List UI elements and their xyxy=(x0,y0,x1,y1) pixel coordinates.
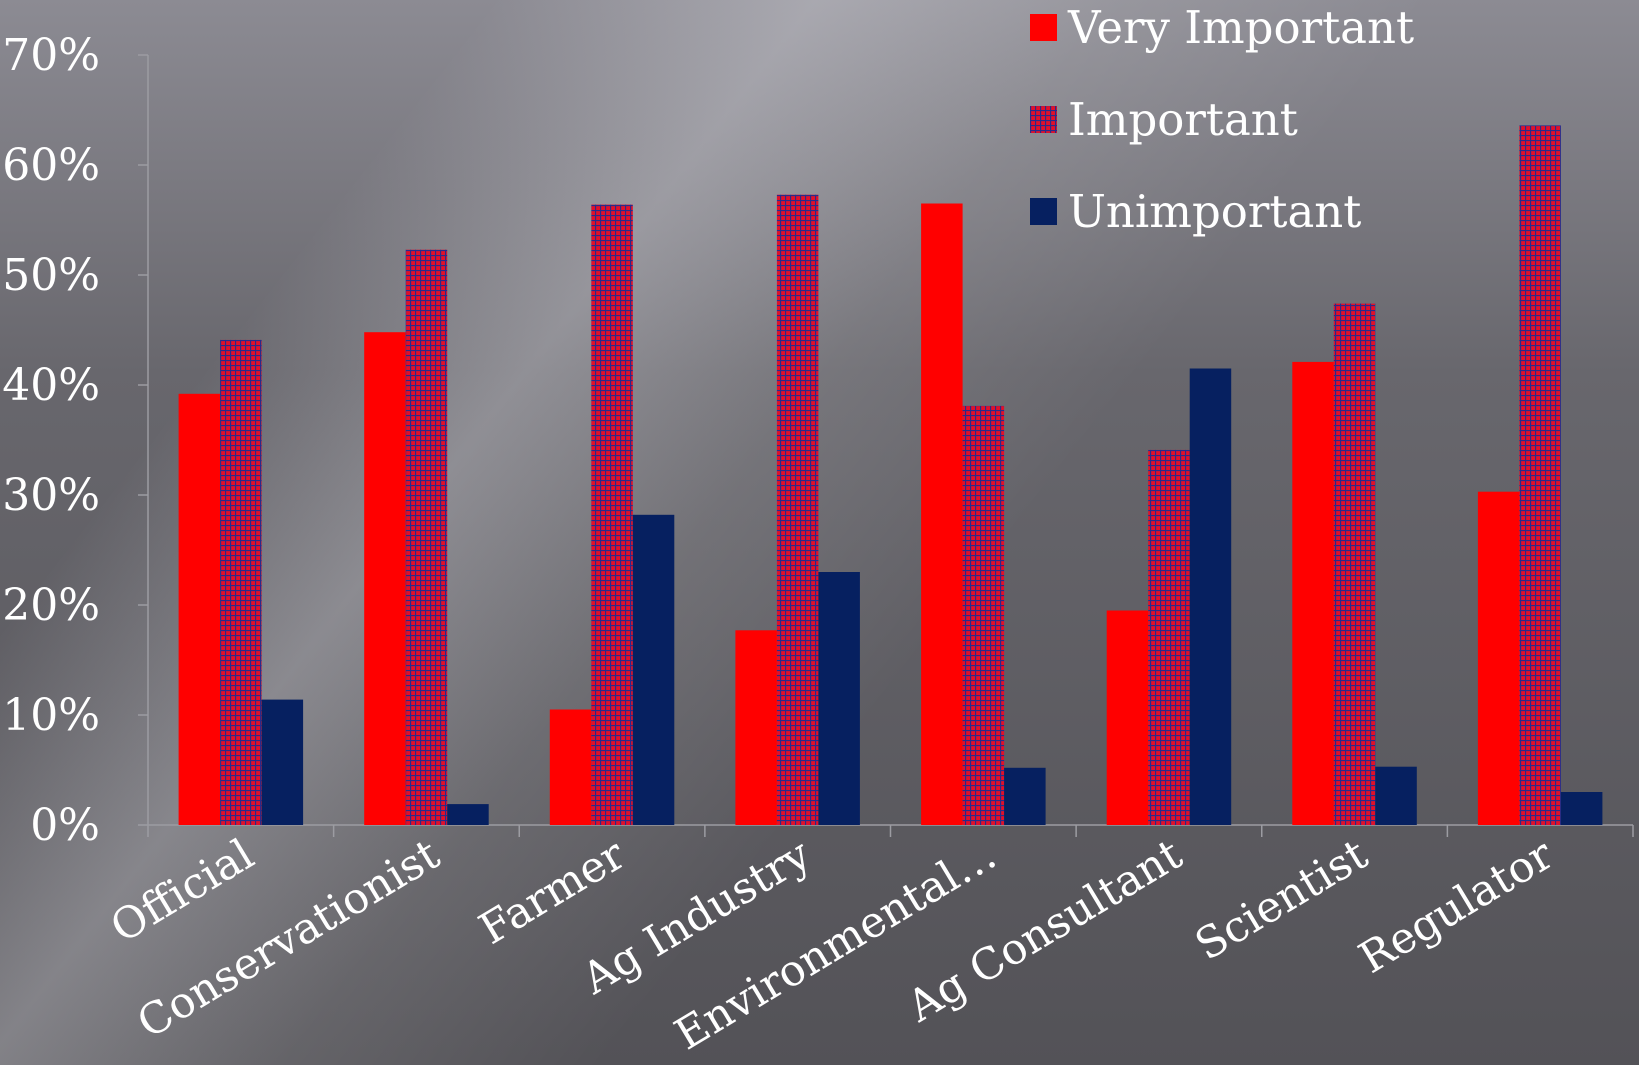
legend-swatch xyxy=(1030,106,1057,133)
bar-important xyxy=(962,405,1005,825)
bar-unimportant xyxy=(1560,792,1603,825)
y-tick-label: 50% xyxy=(2,250,100,301)
bar-unimportant xyxy=(818,572,860,825)
legend-label: Unimportant xyxy=(1068,185,1361,238)
bar-important xyxy=(1148,449,1190,825)
bar-unimportant xyxy=(447,804,489,825)
bar-very-important xyxy=(735,630,777,825)
legend: Very Important Important Unimportant xyxy=(1030,1,1414,238)
bar-important xyxy=(776,194,819,825)
bar-very-important xyxy=(1106,610,1149,825)
legend-label: Very Important xyxy=(1067,1,1414,54)
bar-important xyxy=(591,204,633,826)
x-axis xyxy=(147,824,1634,837)
y-tick-label: 20% xyxy=(2,580,100,631)
y-tick-label: 0% xyxy=(30,800,100,851)
x-category-label: Scientist xyxy=(1187,830,1376,971)
bar-very-important xyxy=(364,332,406,825)
bar-very-important xyxy=(549,709,592,825)
x-category-label: Regulator xyxy=(1351,829,1562,983)
bar-important xyxy=(1333,303,1376,826)
bar-unimportant xyxy=(1375,766,1417,825)
bars xyxy=(178,125,1603,826)
bar-unimportant xyxy=(1189,368,1232,825)
legend-label: Important xyxy=(1068,93,1298,146)
y-tick-label: 10% xyxy=(2,690,100,741)
x-category-label: Conservationist xyxy=(129,830,448,1049)
x-category-label: Farmer xyxy=(471,829,634,954)
bar-important xyxy=(220,339,262,825)
bar-very-important xyxy=(1477,491,1520,825)
x-category-label: Environmental… xyxy=(666,830,1004,1061)
bar-unimportant xyxy=(261,699,304,825)
legend-swatch xyxy=(1030,198,1057,225)
legend-swatch xyxy=(1030,14,1057,41)
bar-unimportant xyxy=(632,514,675,825)
bar-important xyxy=(1519,125,1561,825)
y-axis: 0% 10% 20% 30% 40% 50% 60% 70% xyxy=(2,30,149,851)
y-tick-label: 40% xyxy=(2,360,100,411)
y-tick-label: 30% xyxy=(2,470,100,521)
bar-very-important xyxy=(178,393,221,825)
bar-important xyxy=(405,249,448,825)
bar-very-important xyxy=(1292,361,1334,825)
y-tick-label: 60% xyxy=(2,140,100,191)
y-tick-label: 70% xyxy=(2,30,100,81)
x-category-label: Official xyxy=(102,830,262,954)
bar-unimportant xyxy=(1004,767,1046,825)
bar-very-important xyxy=(921,203,963,825)
